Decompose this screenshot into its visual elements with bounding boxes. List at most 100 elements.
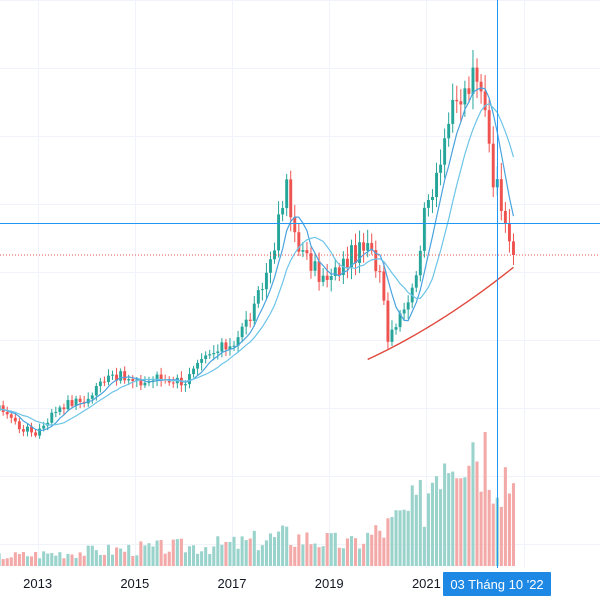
volume-bar [123, 551, 127, 566]
volume-bar [131, 556, 135, 566]
volume-bar [268, 533, 273, 566]
candle-body [38, 428, 42, 436]
candle-body [228, 346, 232, 350]
candle-body [151, 380, 155, 382]
volume-bar [358, 548, 362, 566]
volume-bar [499, 506, 503, 566]
candle-body [54, 411, 58, 413]
volume-bar [277, 531, 281, 566]
candle [74, 395, 78, 410]
candle-body [143, 382, 147, 386]
volume-bar [414, 494, 418, 566]
candle-body [119, 371, 123, 381]
candle [277, 201, 281, 258]
candle [350, 239, 353, 280]
candle [512, 233, 515, 265]
volume-bar [451, 471, 455, 566]
volume-bar [491, 503, 495, 566]
volume-bar [370, 534, 374, 566]
candle-body [499, 179, 503, 211]
candle [123, 366, 127, 384]
candle-body [1, 405, 5, 412]
candle-body [204, 355, 208, 359]
volume-bar [430, 482, 435, 566]
candle-body [252, 303, 256, 321]
candle [260, 282, 264, 301]
candle-body [94, 386, 98, 396]
volume-bar [256, 550, 260, 566]
candle-body [507, 223, 511, 242]
volume-bar [447, 473, 451, 566]
volume-bar [374, 525, 378, 566]
x-tick-label: 2013 [23, 576, 52, 591]
candle [143, 376, 147, 388]
volume-bar [102, 554, 106, 566]
candle-body [127, 378, 131, 381]
candle [443, 128, 447, 179]
candle-body [102, 381, 106, 383]
candle [34, 429, 38, 438]
x-tick-label: 2021 [412, 576, 441, 591]
volume-bar [5, 558, 9, 566]
candle-body [192, 368, 195, 375]
candle-body [345, 258, 349, 268]
volume-bar [337, 547, 341, 566]
volume-bar [406, 510, 410, 566]
candle [252, 296, 256, 327]
candle-body [0, 405, 1, 411]
candle [447, 112, 451, 147]
ma-long [367, 266, 514, 361]
candle-body [212, 352, 216, 355]
volume-bar [50, 553, 54, 566]
volume-bar [187, 546, 192, 566]
candle [337, 262, 341, 282]
volume-bar [139, 541, 143, 566]
candle [370, 233, 374, 255]
candle [426, 194, 430, 217]
candle-body [350, 245, 353, 268]
volume-bar [386, 518, 390, 566]
volume-bar [94, 550, 98, 566]
candle [418, 245, 422, 282]
candles [0, 50, 515, 439]
candle-body [34, 432, 38, 436]
candle-body [317, 261, 321, 282]
candle [321, 268, 325, 287]
candle-body [281, 208, 285, 215]
candle [378, 265, 382, 283]
candle-body [115, 374, 119, 381]
volume-bar [345, 538, 349, 566]
candle [240, 322, 244, 343]
volume-bar [1, 559, 5, 566]
candle [111, 370, 114, 381]
candle [102, 376, 106, 387]
candle-body [447, 123, 451, 139]
volume-bar [507, 493, 511, 566]
candle [313, 252, 317, 277]
volume-bar [309, 544, 313, 566]
candle-body [431, 197, 434, 200]
candle-body [422, 207, 426, 251]
volume-bar [471, 442, 475, 566]
candle [479, 74, 483, 104]
candle-body [139, 379, 143, 386]
x-tick-label: 2017 [218, 576, 247, 591]
candle-body [333, 267, 337, 276]
candle [333, 258, 337, 281]
candle-body [78, 398, 82, 402]
volume-bar [289, 545, 293, 566]
candle-body [277, 214, 281, 251]
candle-body [321, 275, 325, 282]
candle-body [196, 362, 200, 369]
candle-body [200, 358, 204, 363]
crosshair-date-label-text: 03 Tháng 10 '22 [450, 577, 543, 592]
candle [467, 76, 471, 103]
grid-lines [0, 0, 600, 568]
candle-body [62, 407, 66, 410]
candle-body [13, 417, 17, 422]
candle [281, 201, 285, 222]
candle [382, 262, 386, 305]
volume-bar [66, 553, 70, 566]
volume-bar [333, 532, 337, 566]
